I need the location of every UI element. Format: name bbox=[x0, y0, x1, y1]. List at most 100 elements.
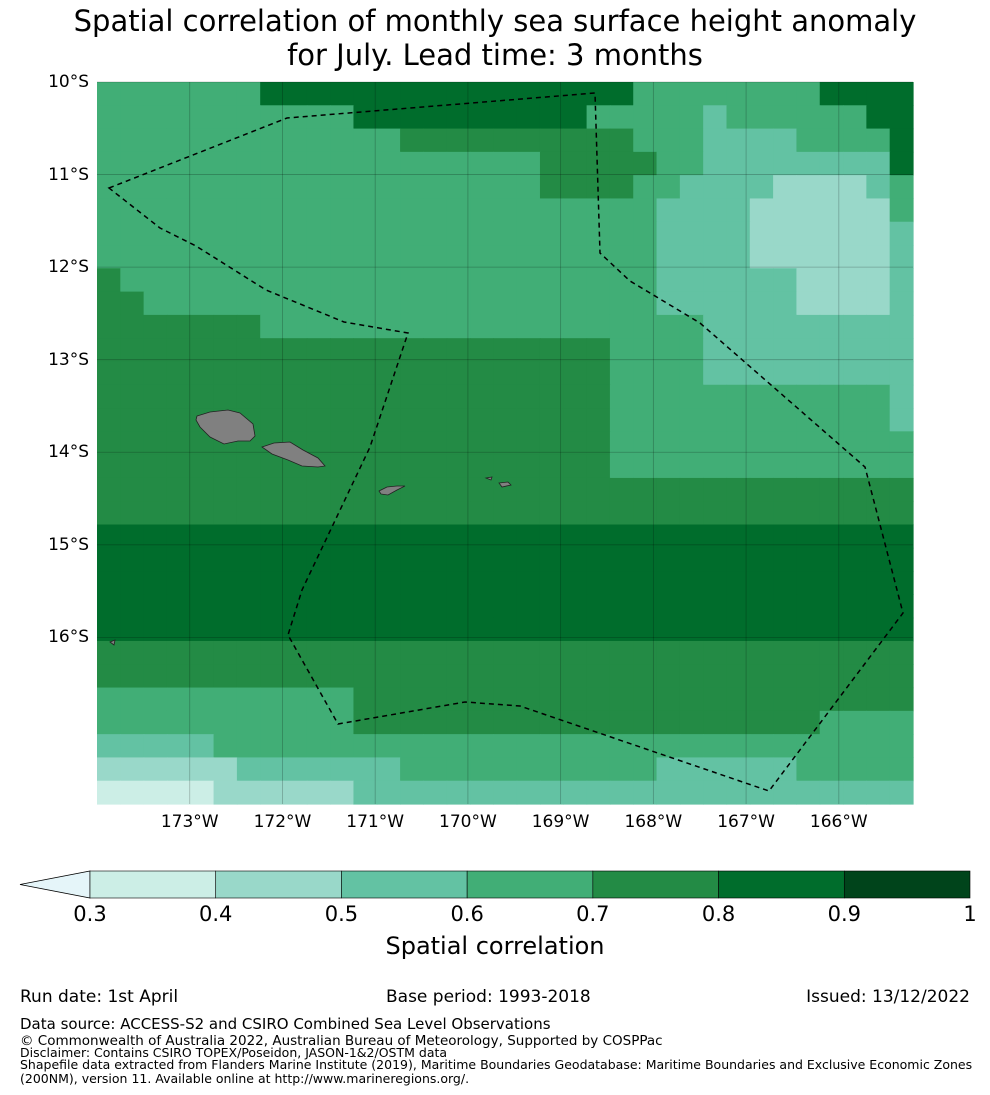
grid-cell bbox=[563, 105, 588, 130]
grid-cell bbox=[446, 477, 471, 502]
grid-cell bbox=[679, 361, 704, 386]
grid-cell bbox=[330, 338, 355, 363]
grid-cell bbox=[120, 594, 145, 619]
grid-cell bbox=[330, 454, 355, 479]
grid-cell bbox=[120, 128, 145, 153]
grid-cell bbox=[749, 734, 774, 759]
data-source: Data source: ACCESS-S2 and CSIRO Combine… bbox=[20, 1015, 551, 1033]
grid-cell bbox=[656, 594, 681, 619]
grid-cell bbox=[889, 128, 914, 153]
grid-cell bbox=[609, 431, 634, 456]
grid-cell bbox=[166, 291, 191, 316]
grid-cell bbox=[609, 314, 634, 339]
grid-cell bbox=[330, 571, 355, 595]
grid-cell bbox=[493, 734, 518, 759]
grid-cell bbox=[423, 687, 448, 712]
grid-cell bbox=[353, 524, 378, 549]
grid-cell bbox=[889, 571, 914, 595]
grid-cell bbox=[97, 384, 121, 409]
grid-cell bbox=[586, 105, 611, 130]
grid-cell bbox=[120, 780, 145, 805]
grid-cell bbox=[819, 198, 844, 223]
disclaimer: Disclaimer: Contains CSIRO TOPEX/Poseido… bbox=[20, 1045, 448, 1060]
grid-cell bbox=[773, 524, 798, 549]
tutuila-island bbox=[378, 485, 406, 496]
grid-cell bbox=[166, 547, 191, 572]
grid-cell bbox=[586, 314, 611, 339]
grid-cell bbox=[516, 175, 541, 200]
grid-cell bbox=[586, 82, 611, 106]
grid-cell bbox=[213, 128, 238, 153]
grid-cell bbox=[446, 314, 471, 339]
grid-cell bbox=[166, 338, 191, 363]
grid-cell bbox=[609, 175, 634, 200]
grid-cell bbox=[97, 640, 121, 665]
grid-cell bbox=[260, 175, 285, 200]
grid-cell bbox=[166, 408, 191, 432]
grid-cell bbox=[516, 524, 541, 549]
grid-cell bbox=[819, 291, 844, 316]
grid-cell bbox=[446, 361, 471, 386]
grid-cell bbox=[703, 408, 728, 432]
grid-cell bbox=[866, 477, 891, 502]
grid-cell bbox=[843, 268, 867, 293]
grid-cell bbox=[376, 431, 401, 456]
grid-cell bbox=[423, 664, 448, 689]
grid-cell bbox=[633, 571, 658, 595]
grid-cell bbox=[470, 105, 494, 130]
grid-cell bbox=[97, 175, 121, 200]
grid-cell bbox=[470, 571, 494, 595]
grid-cell bbox=[796, 82, 821, 106]
grid-cell bbox=[376, 594, 401, 619]
grid-cell bbox=[330, 547, 355, 572]
grid-cell bbox=[539, 128, 564, 153]
grid-cell bbox=[236, 361, 261, 386]
grid-cell bbox=[470, 175, 494, 200]
grid-cell bbox=[423, 221, 448, 246]
grid-cell bbox=[749, 617, 774, 642]
grid-cell bbox=[143, 640, 168, 665]
grid-cell bbox=[236, 221, 261, 246]
grid-cell bbox=[866, 314, 891, 339]
grid-cell bbox=[470, 291, 494, 316]
base-period: Base period: 1993-2018 bbox=[386, 987, 591, 1007]
grid-cell bbox=[330, 175, 355, 200]
grid-cell bbox=[376, 291, 401, 316]
grid-cell bbox=[539, 361, 564, 386]
grid-cell bbox=[143, 594, 168, 619]
grid-cell bbox=[889, 82, 914, 106]
grid-cell bbox=[166, 221, 191, 246]
grid-cell bbox=[726, 501, 751, 526]
grid-cell bbox=[376, 547, 401, 572]
grid-cell bbox=[493, 640, 518, 665]
grid-cell bbox=[400, 524, 424, 549]
colorbar-extend-arrow bbox=[19, 870, 91, 899]
grid-cell bbox=[749, 664, 774, 689]
grid-cell bbox=[97, 501, 121, 526]
grid-cell bbox=[773, 105, 798, 130]
grid-cell bbox=[330, 361, 355, 386]
grid-cell bbox=[563, 338, 588, 363]
grid-cell bbox=[446, 757, 471, 782]
grid-cell bbox=[843, 594, 867, 619]
grid-cell bbox=[586, 245, 611, 269]
grid-cell bbox=[376, 757, 401, 782]
grid-cell bbox=[609, 734, 634, 759]
grid-cell bbox=[656, 734, 681, 759]
grid-cell bbox=[656, 571, 681, 595]
grid-cell bbox=[516, 314, 541, 339]
grid-cell bbox=[773, 314, 798, 339]
grid-cell bbox=[283, 594, 308, 619]
grid-cell bbox=[330, 501, 355, 526]
grid-cell bbox=[539, 477, 564, 502]
grid-cell bbox=[97, 687, 121, 712]
grid-cell bbox=[400, 268, 424, 293]
chart-title: Spatial correlation of monthly sea surfa… bbox=[0, 4, 990, 72]
grid-cell bbox=[306, 245, 331, 269]
grid-cell bbox=[563, 571, 588, 595]
grid-cell bbox=[656, 128, 681, 153]
grid-cell bbox=[353, 780, 378, 805]
grid-cell bbox=[376, 268, 401, 293]
grid-cell bbox=[563, 594, 588, 619]
grid-cell bbox=[330, 82, 355, 106]
